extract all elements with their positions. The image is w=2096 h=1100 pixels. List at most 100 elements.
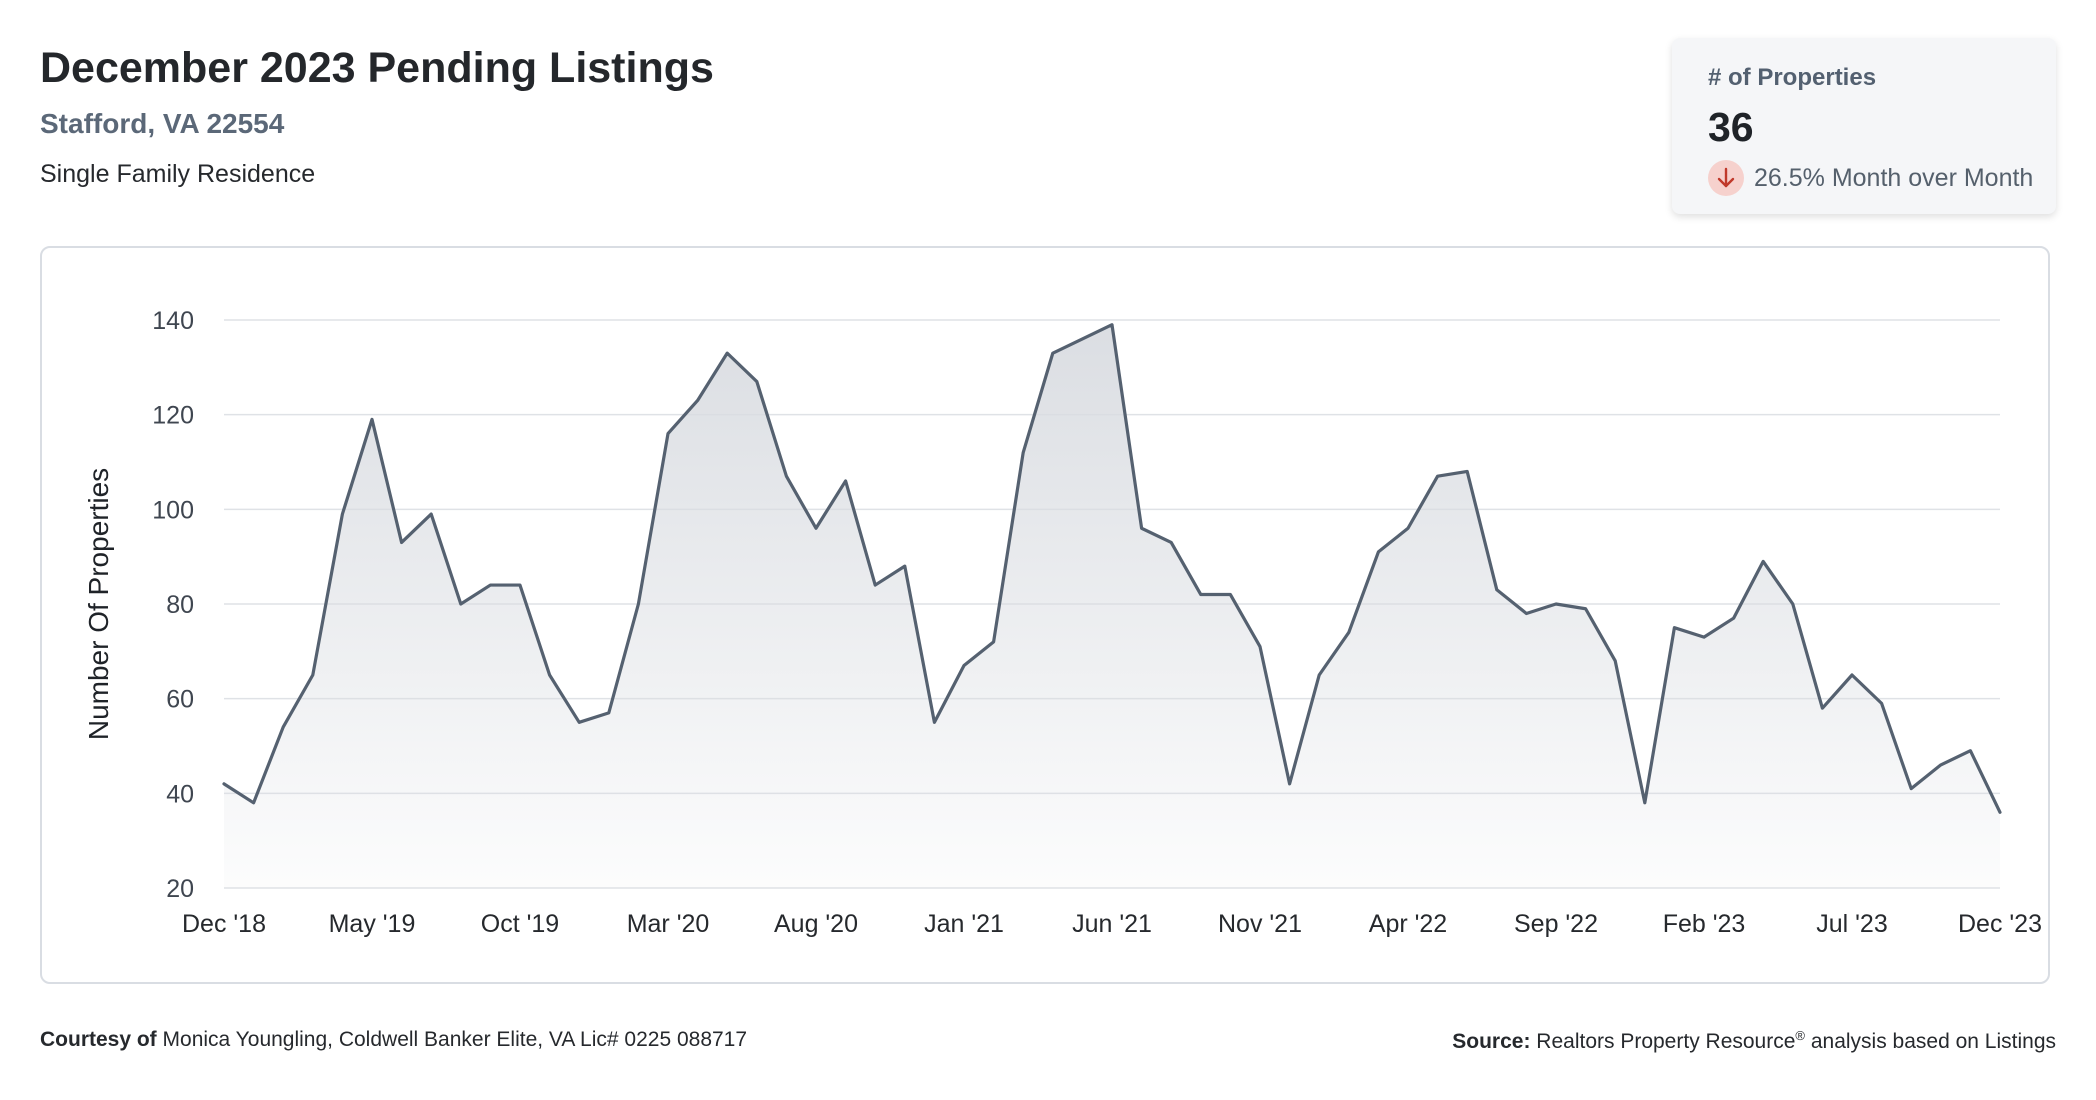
data-point [1938, 762, 1944, 768]
data-point [1819, 705, 1825, 711]
data-point [635, 601, 641, 607]
data-point [1287, 781, 1293, 787]
source-suffix: analysis based on Listings [1810, 1030, 2056, 1053]
data-point [1908, 786, 1914, 792]
properties-summary-card: # of Properties 36 26.5% Month over Mont… [1672, 38, 2056, 214]
series-area [224, 324, 2000, 888]
data-point [665, 431, 671, 437]
data-point [724, 350, 730, 356]
data-point [961, 663, 967, 669]
data-point [695, 397, 701, 403]
data-point [843, 478, 849, 484]
data-point [754, 379, 760, 385]
kpi-label: # of Properties [1708, 64, 1877, 91]
y-tick-label: 100 [152, 496, 194, 524]
data-point [487, 582, 493, 588]
source-text: Realtors Property Resource [1536, 1030, 1796, 1053]
data-point [1879, 700, 1885, 706]
data-point [399, 539, 405, 545]
data-point [1967, 748, 1973, 754]
data-point [1405, 525, 1411, 531]
data-point [1227, 592, 1233, 598]
data-point [1435, 473, 1441, 479]
data-point [1523, 610, 1529, 616]
y-tick-label: 80 [166, 591, 194, 619]
x-tick-label: Feb '23 [1663, 910, 1746, 938]
x-tick-label: Dec '23 [1958, 910, 2042, 938]
data-point [1612, 658, 1618, 664]
y-tick-label: 140 [152, 307, 194, 335]
data-point [1790, 601, 1796, 607]
x-tick-label: Jun '21 [1072, 910, 1152, 938]
property-type-label: Single Family Residence [40, 160, 316, 188]
registered-mark: ® [1795, 1028, 1805, 1043]
data-point [1731, 615, 1737, 621]
data-point [1168, 539, 1174, 545]
x-tick-label: Sep '22 [1514, 910, 1598, 938]
data-point [1701, 634, 1707, 640]
data-point [1050, 350, 1056, 356]
page-title: December 2023 Pending Listings [40, 44, 714, 92]
x-tick-label: Aug '20 [774, 910, 858, 938]
data-point [606, 710, 612, 716]
data-point [1849, 672, 1855, 678]
y-axis-label: Number Of Properties [83, 468, 114, 740]
x-tick-label: Jul '23 [1816, 910, 1887, 938]
x-tick-label: Dec '18 [182, 910, 266, 938]
courtesy-footer: Courtesy of Monica Youngling, Coldwell B… [40, 1028, 747, 1052]
kpi-change: 26.5% Month over Month [1708, 160, 2033, 196]
data-point [221, 781, 227, 787]
data-point [428, 511, 434, 517]
pending-listings-chart: 20 40 60 80 100 120 140 Dec '18 May '19 Oct '19 Ma… [83, 307, 2042, 938]
courtesy-text: Monica Youngling, Coldwell Banker Elite,… [162, 1028, 748, 1051]
data-point [369, 416, 375, 422]
data-point [872, 582, 878, 588]
x-tick-label: Mar '20 [627, 910, 710, 938]
chart-panel: 20 40 60 80 100 120 140 Dec '18 May '19 Oct '19 Ma… [40, 246, 2050, 984]
x-tick-label: Oct '19 [481, 910, 559, 938]
data-point [1760, 558, 1766, 564]
data-point [547, 672, 553, 678]
y-tick-label: 40 [166, 780, 194, 808]
data-point [339, 511, 345, 517]
y-tick-label: 120 [152, 402, 194, 430]
courtesy-label: Courtesy of [40, 1028, 157, 1051]
data-point [1020, 450, 1026, 456]
data-point [1642, 800, 1648, 806]
data-point [517, 582, 523, 588]
data-point [1346, 629, 1352, 635]
y-tick-label: 60 [166, 686, 194, 714]
data-point [1257, 644, 1263, 650]
source-label: Source: [1452, 1030, 1531, 1053]
data-point [1316, 672, 1322, 678]
kpi-value: 36 [1708, 104, 1754, 150]
x-tick-label: Apr '22 [1369, 910, 1447, 938]
x-tick-label: Nov '21 [1218, 910, 1302, 938]
data-point [1464, 468, 1470, 474]
source-footer: Source: Realtors Property Resource® anal… [1452, 1028, 2056, 1054]
data-point [458, 601, 464, 607]
data-point [1583, 606, 1589, 612]
data-point [1109, 322, 1115, 328]
y-tick-label: 20 [166, 875, 194, 903]
x-tick-label: May '19 [329, 910, 416, 938]
data-point [991, 639, 997, 645]
data-point [1198, 592, 1204, 598]
data-point [931, 719, 937, 725]
data-point [1375, 549, 1381, 555]
data-point [310, 672, 316, 678]
data-point [1671, 625, 1677, 631]
kpi-change-text: 26.5% Month over Month [1754, 163, 2034, 192]
data-point [813, 525, 819, 531]
data-point [1494, 587, 1500, 593]
data-point [251, 800, 257, 806]
data-point [576, 719, 582, 725]
data-point [280, 724, 286, 730]
arrow-down-icon [1708, 160, 1744, 196]
data-point [902, 563, 908, 569]
series-line [222, 323, 2002, 814]
data-point [1139, 525, 1145, 531]
data-point [1997, 809, 2003, 815]
location-subtitle: Stafford, VA 22554 [40, 108, 285, 139]
data-point [783, 473, 789, 479]
